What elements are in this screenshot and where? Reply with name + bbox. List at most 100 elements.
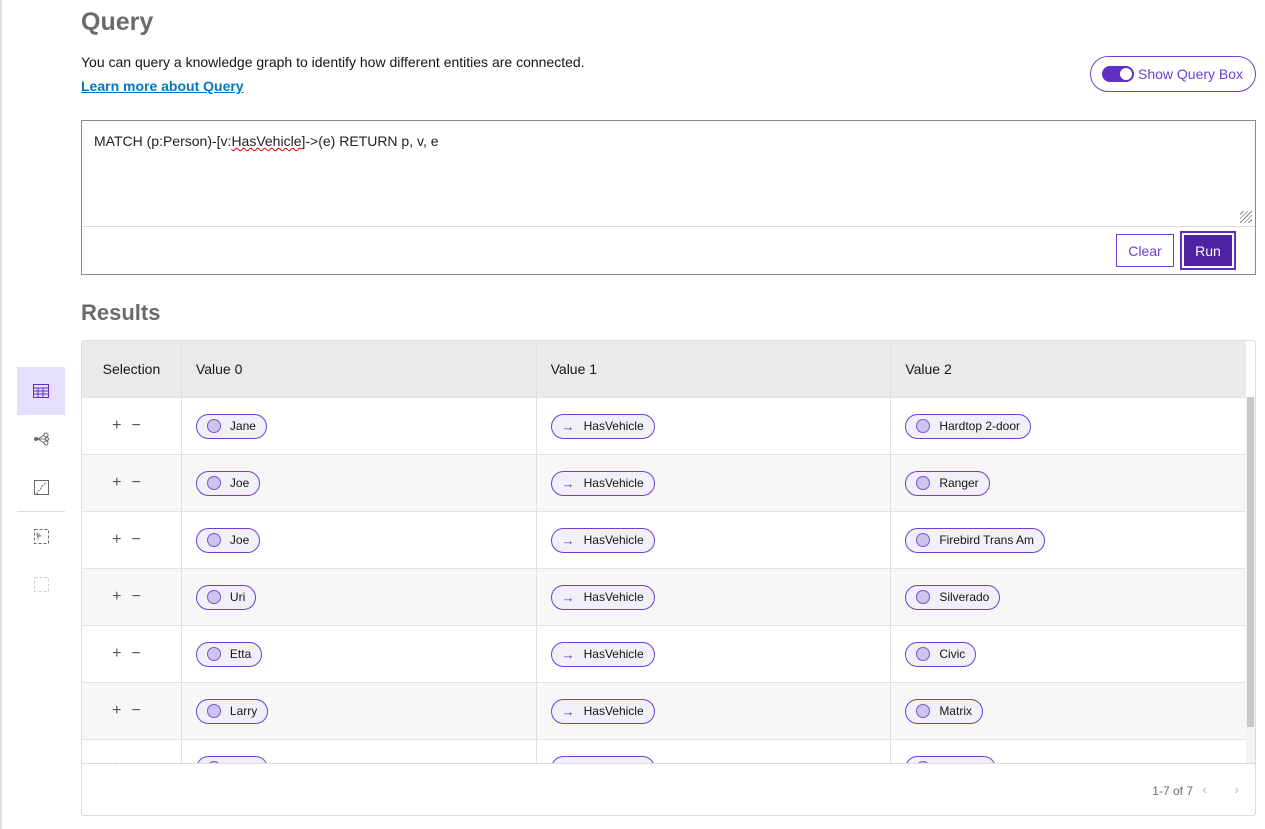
resize-handle[interactable] (1240, 211, 1252, 223)
selection-cell: +− (82, 740, 182, 763)
scrollbar-thumb[interactable] (1247, 397, 1254, 727)
entity-chip[interactable]: Silverado (905, 584, 1001, 610)
add-to-selection-button[interactable]: + (112, 759, 131, 763)
add-to-selection-button[interactable]: + (112, 417, 132, 434)
chip-label: Silverado (939, 590, 990, 604)
learn-more-link[interactable]: Learn more about Query (81, 78, 244, 94)
value-cell: → HasVehicle (537, 512, 892, 568)
entity-icon (916, 476, 931, 490)
entity-icon (206, 533, 221, 547)
entity-chip[interactable]: Jane (195, 413, 267, 439)
remove-from-selection-button[interactable]: − (131, 759, 150, 763)
remove-from-selection-button[interactable]: − (131, 531, 151, 548)
remove-from-selection-button[interactable]: − (131, 702, 151, 719)
add-to-selection-button[interactable]: + (112, 588, 132, 605)
toggle-switch[interactable] (1102, 66, 1134, 82)
column-header[interactable]: Value 0 (182, 341, 537, 397)
value-cell: Jane (182, 398, 537, 454)
value-cell: → HasVehicle (537, 740, 892, 763)
clear-button[interactable]: Clear (1116, 234, 1174, 267)
entity-chip[interactable]: Civic (905, 641, 977, 667)
arrow-right-icon: → (561, 703, 575, 719)
selection-cell: +− (82, 398, 182, 454)
map-button[interactable] (17, 463, 65, 511)
clear-selection-icon (33, 576, 49, 592)
chip-label: HasVehicle (583, 704, 644, 718)
scrollbar[interactable] (1246, 397, 1255, 763)
remove-from-selection-button[interactable]: − (131, 474, 151, 491)
entity-chip[interactable]: Mustang (905, 755, 997, 763)
select-by-icon (33, 528, 49, 544)
prev-page-button[interactable]: ‹ (1202, 781, 1207, 797)
next-page-button[interactable]: › (1234, 781, 1239, 797)
entity-chip[interactable]: Etta (195, 641, 263, 667)
chip-label: HasVehicle (583, 476, 644, 490)
entity-chip[interactable]: Hardtop 2-door (905, 413, 1032, 439)
value-cell: → HasVehicle (537, 683, 892, 739)
chip-label: HasVehicle (584, 761, 644, 763)
remove-from-selection-button[interactable]: − (131, 645, 151, 662)
table-row: + − Larry → HasVehicle Matrix (82, 683, 1246, 740)
entity-icon (916, 533, 931, 547)
select-button[interactable] (17, 512, 65, 560)
panel-border (0, 0, 2, 829)
remove-from-selection-button[interactable]: − (131, 588, 151, 605)
query-footer (82, 226, 1255, 227)
entity-chip[interactable]: Joe (195, 470, 261, 496)
query-misspelled: HasVehicle (231, 133, 302, 149)
table-row: + − Jane → HasVehicle Hardtop 2-door (82, 398, 1246, 455)
add-to-selection-button[interactable]: + (112, 531, 132, 548)
relationship-chip[interactable]: → HasVehicle (550, 584, 655, 610)
relationship-chip[interactable]: → HasVehicle (550, 470, 655, 496)
pagination-label: 1-7 of 7 (1152, 784, 1193, 798)
results-title: Results (81, 300, 161, 325)
chip-label: Firebird Trans Am (939, 533, 1035, 547)
run-label: Run (1184, 235, 1232, 266)
entity-chip[interactable]: Uri (195, 584, 257, 610)
column-header[interactable]: Value 2 (905, 361, 952, 377)
arrow-right-icon: → (561, 475, 575, 491)
relationship-chip[interactable]: → HasVehicle (550, 413, 655, 439)
link-chart-button[interactable] (17, 415, 65, 463)
query-prefix: MATCH (p:Person)-[v: (94, 133, 232, 149)
run-button[interactable]: Run (1180, 231, 1236, 270)
value-cell: Joe (182, 455, 537, 511)
clear-selection-button[interactable] (17, 560, 65, 608)
entity-chip[interactable]: Matrix (905, 698, 983, 724)
chip-label: Hardtop 2-door (939, 419, 1021, 433)
relationship-chip[interactable]: → HasVehicle (550, 755, 655, 763)
entity-chip[interactable]: Larry (195, 698, 269, 724)
relationship-chip[interactable]: → HasVehicle (550, 527, 655, 553)
entity-icon (916, 419, 931, 433)
entity-chip[interactable]: Firebird Trans Am (905, 527, 1046, 553)
query-suffix: ]->(e) RETURN p, v, e (301, 133, 439, 149)
link-chart-icon (34, 432, 49, 446)
add-to-selection-button[interactable]: + (112, 645, 132, 662)
selection-cell: +− (82, 569, 182, 625)
add-to-selection-button[interactable]: + (112, 474, 132, 491)
map-icon (33, 479, 49, 495)
arrow-right-icon: → (561, 646, 575, 662)
relationship-chip[interactable]: → HasVehicle (550, 641, 655, 667)
entity-icon (916, 590, 931, 604)
column-header[interactable]: Selection (82, 341, 182, 397)
arrow-right-icon: → (561, 589, 575, 605)
query-editor[interactable]: MATCH (p:Person)-[v:HasVehicle]->(e) RET… (81, 120, 1256, 275)
arrow-right-icon: → (561, 418, 575, 434)
table-view-button[interactable] (17, 367, 65, 415)
remove-from-selection-button[interactable]: − (131, 417, 151, 434)
entity-icon (206, 647, 221, 661)
column-header[interactable]: Value 1 (537, 341, 892, 397)
value-cell: → HasVehicle (537, 626, 892, 682)
add-to-selection-button[interactable]: + (112, 702, 132, 719)
entity-chip[interactable]: Ranger (905, 470, 990, 496)
relationship-chip[interactable]: → HasVehicle (550, 698, 655, 724)
table-row: + − Joe → HasVehicle Firebird Trans Am (82, 512, 1246, 569)
show-query-box-toggle[interactable]: Show Query Box (1090, 56, 1256, 92)
value-cell: → HasVehicle (537, 398, 892, 454)
entity-chip[interactable]: Joe (195, 527, 261, 553)
query-text[interactable]: MATCH (p:Person)-[v:HasVehicle]->(e) RET… (94, 133, 439, 149)
entity-icon (206, 704, 221, 718)
value-cell: Larry (182, 683, 537, 739)
entity-chip[interactable]: Larry (195, 755, 269, 763)
